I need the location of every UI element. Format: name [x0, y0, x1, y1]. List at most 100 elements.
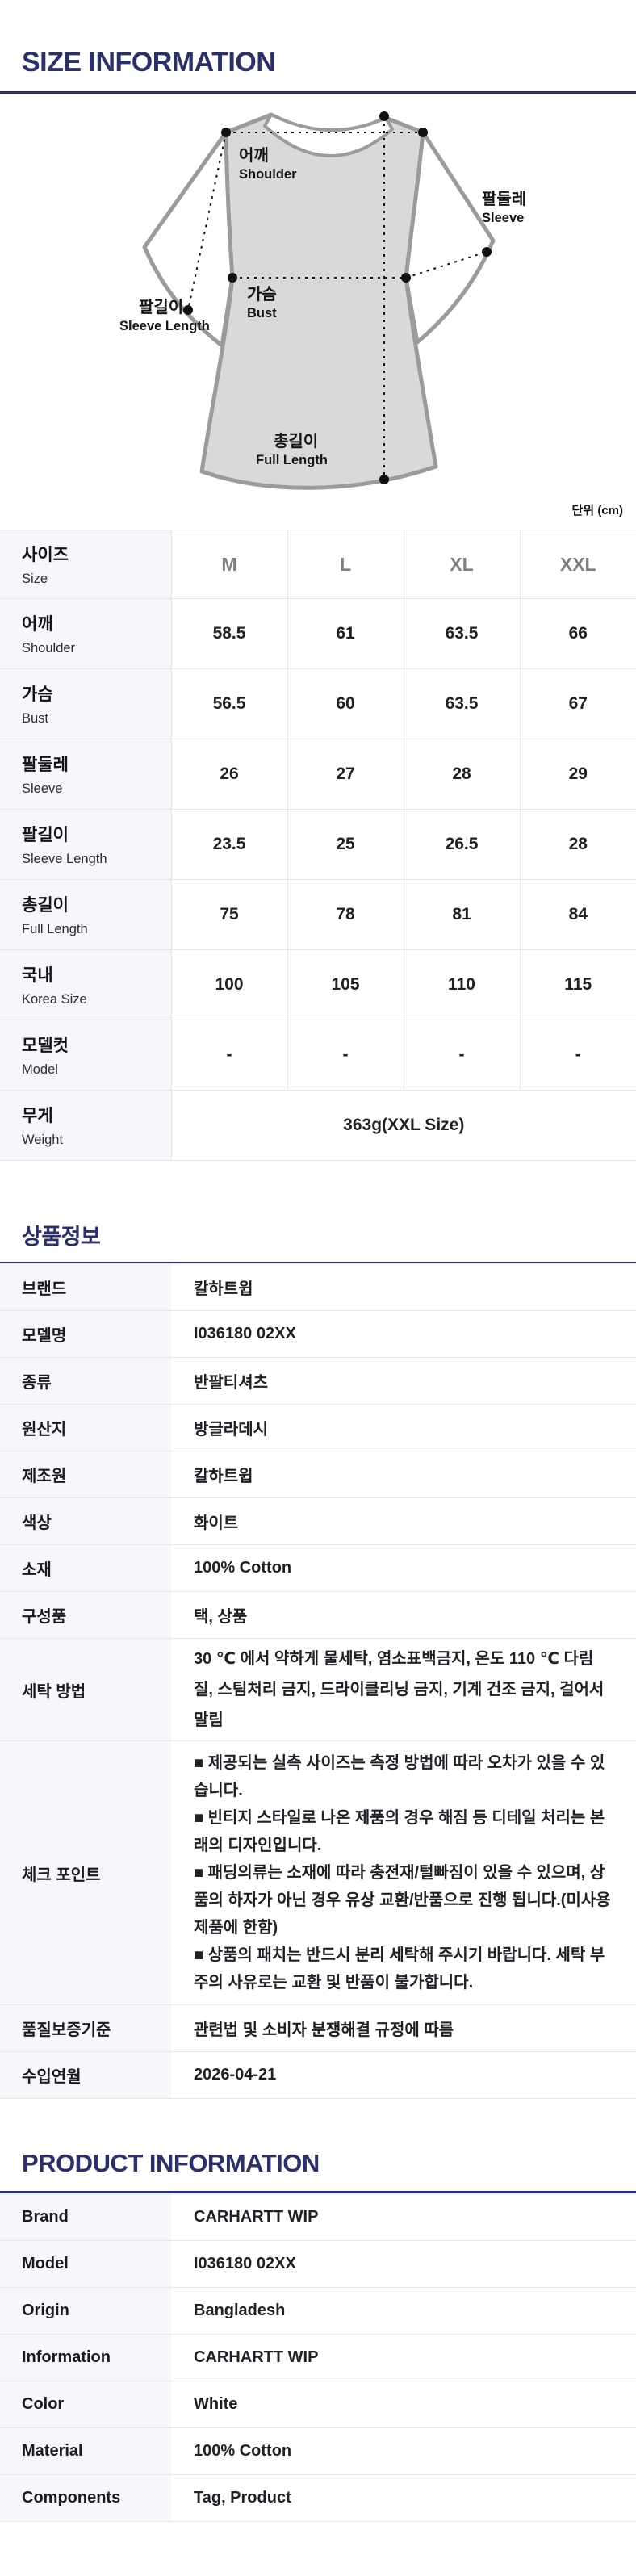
- size-value-cell: -: [287, 1020, 404, 1091]
- info-kr-row: 색상 화이트: [0, 1497, 636, 1545]
- collar-shape: [263, 113, 394, 157]
- size-value-cell: 84: [519, 879, 636, 950]
- size-label-cell: 어깨 Shoulder: [0, 598, 171, 669]
- label-full-length-ko: 총길이: [274, 433, 319, 450]
- info-en-label-ko: Model: [22, 2255, 69, 2272]
- size-value-cell: 110: [403, 949, 520, 1020]
- info-kr-value-cell: 방글라데시: [171, 1404, 636, 1451]
- size-value-cell: 105: [287, 949, 404, 1020]
- size-label-en: Size: [22, 572, 48, 586]
- size-value-cell: 58.5: [170, 598, 287, 669]
- size-value-cell: 23.5: [170, 809, 287, 880]
- size-table-row: 팔둘레 Sleeve 26 27 28 29: [0, 739, 636, 810]
- measurement-dots: [183, 111, 492, 484]
- info-en-label-ko: Brand: [22, 2208, 69, 2226]
- info-kr-value-cell: I036180 02XX: [171, 1310, 636, 1358]
- info-kr-label-ko: 체크 포인트: [22, 1866, 101, 1884]
- info-kr-value-cell: 관련법 및 소비자 분쟁해결 규정에 따름: [171, 2004, 636, 2052]
- info-kr-row: 종류 반팔티셔츠: [0, 1357, 636, 1405]
- size-value-cell: 100: [170, 949, 287, 1020]
- info-kr-label-cell: 소재: [0, 1544, 171, 1592]
- size-label-cell: 총길이 Full Length: [0, 879, 171, 950]
- label-shoulder-ko: 어깨: [239, 147, 269, 165]
- size-value-cell: -: [170, 1020, 287, 1091]
- info-en-row: Model I036180 02XX: [0, 2240, 636, 2288]
- size-label-ko: 팔둘레: [22, 756, 69, 774]
- info-en-label-cell: Brand: [0, 2193, 171, 2241]
- size-label-en: Full Length: [22, 922, 88, 936]
- size-label-ko: 어깨: [22, 615, 53, 634]
- size-label-ko: 국내: [22, 966, 53, 985]
- info-kr-label-ko: 종류: [22, 1374, 52, 1392]
- info-kr-label-cell: 제조원: [0, 1451, 171, 1498]
- info-kr-label-ko: 원산지: [22, 1421, 67, 1439]
- size-value-cell: 75: [170, 879, 287, 950]
- info-en-value-cell: White: [171, 2381, 636, 2428]
- size-value-cell: 63.5: [403, 668, 520, 739]
- navy-divider: [0, 91, 636, 94]
- info-en-label-ko: Information: [22, 2348, 111, 2366]
- info-kr-label-ko: 제조원: [22, 1468, 67, 1485]
- info-kr-row: 품질보증기준 관련법 및 소비자 분쟁해결 규정에 따름: [0, 2004, 636, 2052]
- size-column-header: L: [287, 530, 404, 599]
- size-value-cell: 60: [287, 668, 404, 739]
- check-point-line: ■ 상품의 패치는 반드시 분리 세탁해 주시기 바랍니다. 세탁 부주의 사유…: [194, 1946, 605, 1992]
- info-kr-label-ko: 모델명: [22, 1327, 67, 1345]
- check-point-line: ■ 빈티지 스타일로 나온 제품의 경우 해짐 등 디테일 처리는 본래의 디자…: [194, 1809, 605, 1854]
- size-label-en: Bust: [22, 711, 49, 726]
- info-kr-value-cell: 칼하트윕: [171, 1263, 636, 1311]
- info-kr-label-cell: 세탁 방법: [0, 1638, 171, 1741]
- size-value-cell: 26.5: [403, 809, 520, 880]
- info-kr-label-cell: 모델명: [0, 1310, 171, 1358]
- info-en-row: Information CARHARTT WIP: [0, 2334, 636, 2381]
- info-kr-label-ko: 세탁 방법: [22, 1682, 86, 1701]
- label-bust-ko: 가슴: [247, 286, 277, 304]
- size-value-cell: 78: [287, 879, 404, 950]
- info-kr-row: 브랜드 칼하트윕: [0, 1263, 636, 1311]
- product-info-kr-title: 상품정보: [22, 1225, 101, 1249]
- label-shoulder-en: Shoulder: [239, 167, 297, 182]
- info-kr-row: 구성품 택, 상품: [0, 1591, 636, 1639]
- diagram-label-bust: 가슴 Bust: [247, 286, 277, 321]
- label-sleeve-en: Sleeve: [482, 211, 525, 226]
- info-en-label-cell: Color: [0, 2381, 171, 2428]
- size-label-cell: 사이즈 Size: [0, 530, 171, 599]
- size-label-ko: 무게: [22, 1107, 53, 1125]
- size-label-ko: 모델컷: [22, 1037, 69, 1055]
- info-kr-value-cell: 택, 상품: [171, 1591, 636, 1639]
- info-en-value-cell: 100% Cotton: [171, 2427, 636, 2475]
- info-en-row: Origin Bangladesh: [0, 2287, 636, 2335]
- info-kr-value-cell: 화이트: [171, 1497, 636, 1545]
- info-kr-label-cell: 종류: [0, 1357, 171, 1405]
- size-table-weight-row: 무게 Weight 363g(XXL Size): [0, 1090, 636, 1161]
- info-kr-row: 제조원 칼하트윕: [0, 1451, 636, 1498]
- size-label-en: Model: [22, 1062, 58, 1077]
- size-table: 사이즈 Size M L XL XXL 어깨 Shoulder 58.5 61 63.5 66 가슴 Bu…: [0, 530, 636, 1161]
- size-label-ko: 팔길이: [22, 826, 69, 844]
- info-kr-value-cell: ■ 제공되는 실측 사이즈는 측정 방법에 따라 오차가 있을 수 있습니다. ■…: [171, 1740, 636, 2005]
- size-label-cell: 국내 Korea Size: [0, 949, 171, 1020]
- info-kr-label-cell: 수입연월: [0, 2051, 171, 2099]
- info-kr-label-ko: 수입연월: [22, 2068, 82, 2086]
- info-en-label-cell: Origin: [0, 2287, 171, 2335]
- size-label-cell: 무게 Weight: [0, 1090, 171, 1161]
- info-en-value-cell: CARHARTT WIP: [171, 2193, 636, 2241]
- label-sleeve-length-ko: 팔길이: [139, 299, 184, 316]
- tshirt-measurement-diagram: 어깨 Shoulder 팔둘레 Sleeve 가슴 Bust 팔길이 Sleev…: [0, 94, 636, 530]
- info-kr-row: 세탁 방법 30 ℃ 에서 약하게 물세탁, 염소표백금지, 온도 110 ℃ 다…: [0, 1638, 636, 1741]
- info-kr-label-cell: 구성품: [0, 1591, 171, 1639]
- info-kr-label-cell: 품질보증기준: [0, 2004, 171, 2052]
- size-information-section: SIZE INFORMATION: [0, 0, 636, 1161]
- info-kr-row: 수입연월 2026-04-21: [0, 2051, 636, 2099]
- size-value-cell: 67: [519, 668, 636, 739]
- weight-value-cell: 363g(XXL Size): [170, 1090, 636, 1161]
- product-info-en-title: PRODUCT INFORMATION: [22, 2149, 320, 2177]
- size-table-row: 총길이 Full Length 75 78 81 84: [0, 879, 636, 950]
- size-label-cell: 팔둘레 Sleeve: [0, 739, 171, 810]
- diagram-label-shoulder: 어깨 Shoulder: [239, 147, 297, 182]
- size-value-cell: 28: [519, 809, 636, 880]
- info-en-row: Components Tag, Product: [0, 2474, 636, 2522]
- navy-divider: [0, 1262, 636, 1263]
- size-label-cell: 팔길이 Sleeve Length: [0, 809, 171, 880]
- info-kr-label-ko: 브랜드: [22, 1280, 67, 1298]
